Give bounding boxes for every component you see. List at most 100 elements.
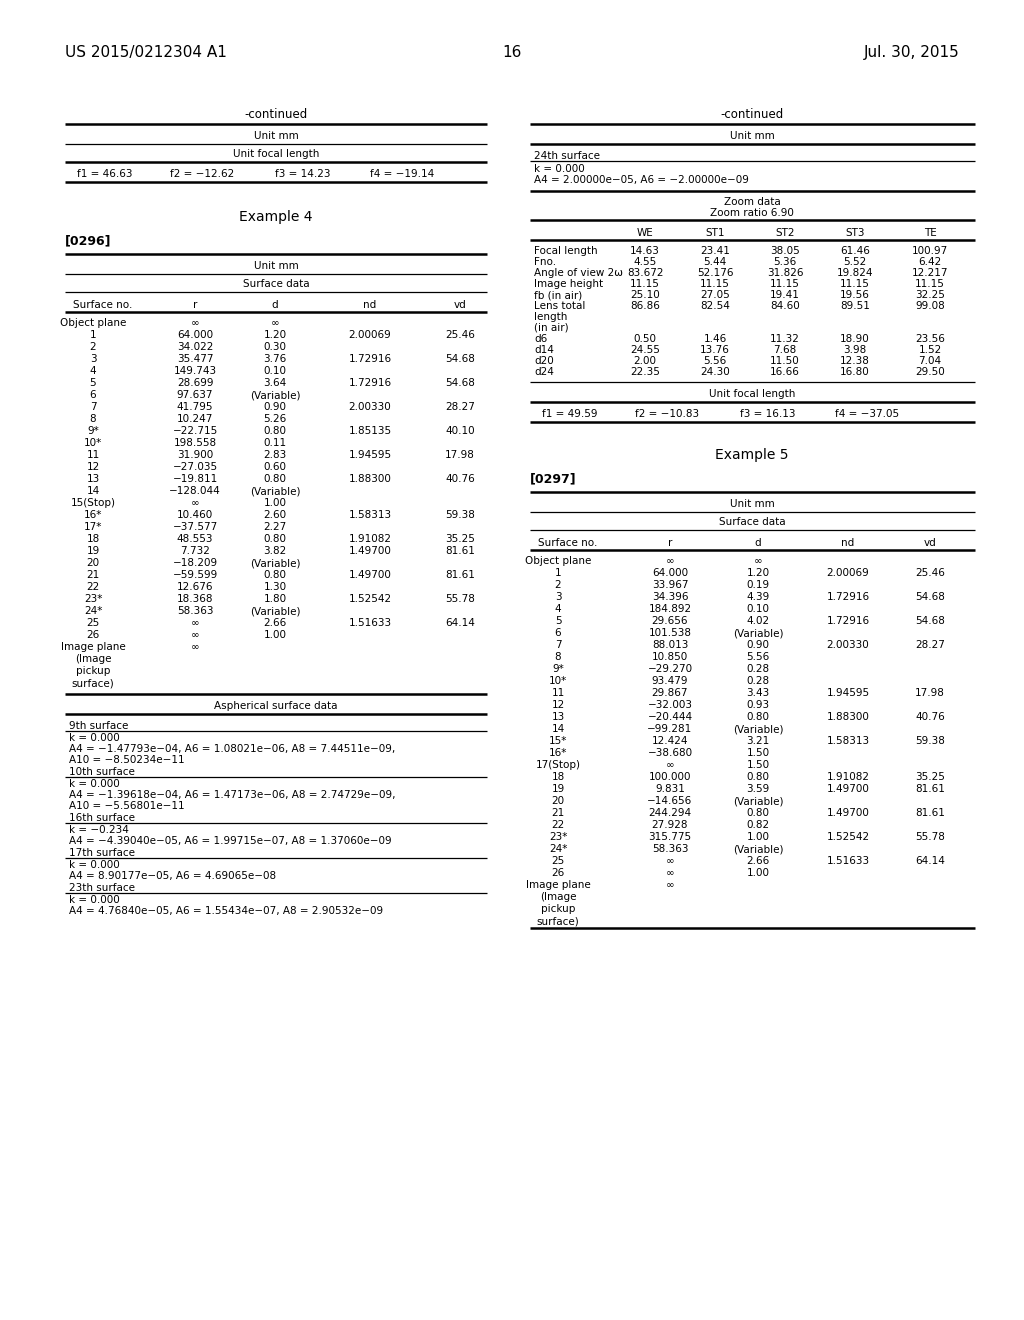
Text: (in air): (in air) [534,323,568,333]
Text: 7.732: 7.732 [180,546,210,556]
Text: 16th surface: 16th surface [69,813,135,822]
Text: f4 = −37.05: f4 = −37.05 [835,409,899,418]
Text: ∞: ∞ [666,855,675,866]
Text: (Variable): (Variable) [250,606,300,616]
Text: 17.98: 17.98 [445,450,475,459]
Text: 1.00: 1.00 [746,832,769,842]
Text: Example 5: Example 5 [715,447,788,462]
Text: 40.10: 40.10 [445,426,475,436]
Text: 13: 13 [551,711,564,722]
Text: Lens total: Lens total [534,301,586,312]
Text: 12: 12 [551,700,564,710]
Text: 15*: 15* [549,737,567,746]
Text: 0.80: 0.80 [263,474,287,484]
Text: 26: 26 [551,869,564,878]
Text: 24.30: 24.30 [700,367,730,378]
Text: 2: 2 [90,342,96,352]
Text: -continued: -continued [720,108,783,121]
Text: f4 = −19.14: f4 = −19.14 [370,169,434,180]
Text: 21: 21 [551,808,564,818]
Text: 7.04: 7.04 [919,356,941,366]
Text: 1.00: 1.00 [746,869,769,878]
Text: ∞: ∞ [190,618,200,628]
Text: r: r [668,539,672,548]
Text: 5: 5 [90,378,96,388]
Text: Unit mm: Unit mm [254,131,298,141]
Text: 14: 14 [551,723,564,734]
Text: 18.368: 18.368 [177,594,213,605]
Text: (Variable): (Variable) [250,389,300,400]
Text: 54.68: 54.68 [915,616,945,626]
Text: 12.424: 12.424 [651,737,688,746]
Text: 5.52: 5.52 [844,257,866,267]
Text: 88.013: 88.013 [652,640,688,649]
Text: 28.699: 28.699 [177,378,213,388]
Text: 0.80: 0.80 [746,772,769,781]
Text: 25.46: 25.46 [915,568,945,578]
Text: k = 0.000: k = 0.000 [534,164,585,174]
Text: d20: d20 [534,356,554,366]
Text: 19.41: 19.41 [770,290,800,300]
Text: 4: 4 [90,366,96,376]
Text: 1.20: 1.20 [746,568,770,578]
Text: −20.444: −20.444 [647,711,692,722]
Text: A4 = −1.39618e−04, A6 = 1.47173e−06, A8 = 2.74729e−09,: A4 = −1.39618e−04, A6 = 1.47173e−06, A8 … [69,789,395,800]
Text: Unit mm: Unit mm [730,131,774,141]
Text: 1.85135: 1.85135 [348,426,391,436]
Text: 54.68: 54.68 [915,591,945,602]
Text: Jul. 30, 2015: Jul. 30, 2015 [864,45,961,59]
Text: −128.044: −128.044 [169,486,221,496]
Text: 14.63: 14.63 [630,246,659,256]
Text: Example 4: Example 4 [240,210,312,224]
Text: Unit focal length: Unit focal length [709,389,796,399]
Text: 1.52: 1.52 [919,345,942,355]
Text: f2 = −12.62: f2 = −12.62 [170,169,234,180]
Text: 2.83: 2.83 [263,450,287,459]
Text: 16.66: 16.66 [770,367,800,378]
Text: 23.56: 23.56 [915,334,945,345]
Text: 1.91082: 1.91082 [348,535,391,544]
Text: 0.80: 0.80 [263,535,287,544]
Text: 2.00330: 2.00330 [826,640,869,649]
Text: 34.396: 34.396 [651,591,688,602]
Text: 17.98: 17.98 [915,688,945,698]
Text: 1.20: 1.20 [263,330,287,341]
Text: 0.80: 0.80 [263,570,287,579]
Text: 3.98: 3.98 [844,345,866,355]
Text: 40.76: 40.76 [445,474,475,484]
Text: Aspherical surface data: Aspherical surface data [214,701,338,711]
Text: 9.831: 9.831 [655,784,685,795]
Text: 100.97: 100.97 [912,246,948,256]
Text: 20: 20 [552,796,564,807]
Text: 52.176: 52.176 [696,268,733,279]
Text: 0.50: 0.50 [634,334,656,345]
Text: A4 = 2.00000e−05, A6 = −2.00000e−09: A4 = 2.00000e−05, A6 = −2.00000e−09 [534,176,749,185]
Text: 16.80: 16.80 [840,367,869,378]
Text: 19: 19 [551,784,564,795]
Text: 19.56: 19.56 [840,290,870,300]
Text: 84.60: 84.60 [770,301,800,312]
Text: 1.49700: 1.49700 [826,808,869,818]
Text: 35.477: 35.477 [177,354,213,364]
Text: 34.022: 34.022 [177,342,213,352]
Text: 11.50: 11.50 [770,356,800,366]
Text: 23.41: 23.41 [700,246,730,256]
Text: Unit mm: Unit mm [730,499,774,510]
Text: 2.27: 2.27 [263,521,287,532]
Text: 82.54: 82.54 [700,301,730,312]
Text: pickup: pickup [76,667,111,676]
Text: 1.72916: 1.72916 [348,378,391,388]
Text: 89.51: 89.51 [840,301,870,312]
Text: −22.715: −22.715 [172,426,218,436]
Text: 7.68: 7.68 [773,345,797,355]
Text: 184.892: 184.892 [648,605,691,614]
Text: 55.78: 55.78 [915,832,945,842]
Text: 0.90: 0.90 [263,403,287,412]
Text: 64.14: 64.14 [915,855,945,866]
Text: 58.363: 58.363 [651,843,688,854]
Text: −27.035: −27.035 [172,462,217,473]
Text: ∞: ∞ [190,630,200,640]
Text: 97.637: 97.637 [177,389,213,400]
Text: f1 = 49.59: f1 = 49.59 [542,409,597,418]
Text: ST3: ST3 [845,228,864,238]
